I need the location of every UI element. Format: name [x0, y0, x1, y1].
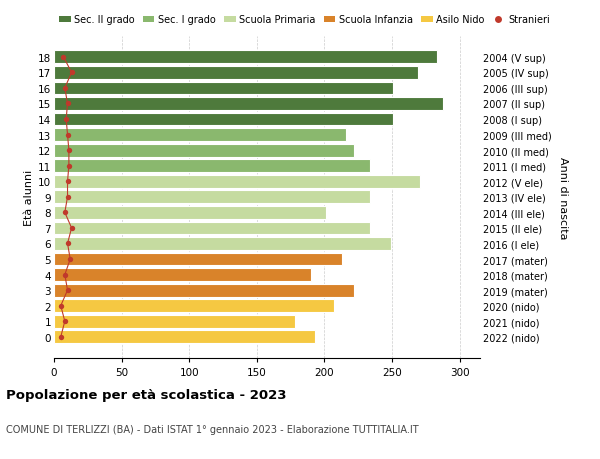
Bar [54, 300, 334, 313]
Point [67, 225, 76, 232]
Point [60, 271, 70, 279]
Text: Popolazione per età scolastica - 2023: Popolazione per età scolastica - 2023 [6, 388, 287, 401]
Bar [54, 284, 354, 297]
Bar [54, 129, 346, 142]
Text: COMUNE DI TERLIZZI (BA) - Dati ISTAT 1° gennaio 2023 - Elaborazione TUTTITALIA.I: COMUNE DI TERLIZZI (BA) - Dati ISTAT 1° … [6, 425, 419, 435]
Bar [54, 238, 391, 250]
Point [63, 132, 73, 139]
Point [56, 302, 65, 310]
Y-axis label: Età alunni: Età alunni [24, 169, 34, 225]
Bar [54, 175, 421, 188]
Point [61, 116, 71, 123]
Point [64, 147, 74, 155]
Point [63, 240, 73, 247]
Point [67, 69, 76, 77]
Bar [54, 222, 370, 235]
Bar [54, 315, 295, 328]
Point [59, 54, 68, 62]
Bar [54, 207, 326, 219]
Bar [54, 145, 354, 157]
Point [60, 209, 70, 217]
Bar [54, 113, 394, 126]
Point [65, 256, 75, 263]
Point [63, 178, 73, 185]
Bar [54, 67, 418, 79]
Point [56, 333, 65, 341]
Point [60, 318, 70, 325]
Bar [54, 51, 437, 64]
Bar [54, 82, 394, 95]
Bar [54, 160, 370, 173]
Y-axis label: Anni di nascita: Anni di nascita [558, 156, 568, 239]
Bar [54, 98, 443, 111]
Point [63, 194, 73, 201]
Point [63, 101, 73, 108]
Point [64, 162, 74, 170]
Bar [54, 330, 315, 343]
Bar [54, 191, 370, 204]
Bar [54, 269, 311, 281]
Point [63, 287, 73, 294]
Legend: Sec. II grado, Sec. I grado, Scuola Primaria, Scuola Infanzia, Asilo Nido, Stran: Sec. II grado, Sec. I grado, Scuola Prim… [59, 16, 550, 25]
Bar [54, 253, 342, 266]
Point [60, 85, 70, 92]
